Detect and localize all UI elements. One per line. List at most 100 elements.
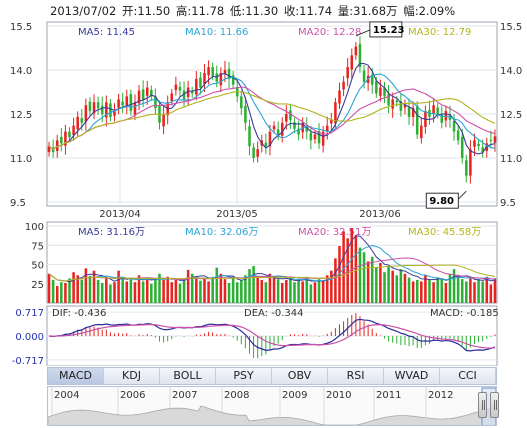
volume-bar — [264, 282, 268, 303]
candle-body — [276, 129, 280, 135]
price-x-tick: 2013/04 — [99, 209, 141, 220]
volume-bar — [227, 282, 231, 303]
tab-rsi[interactable]: RSI — [328, 368, 384, 384]
candle-body — [47, 146, 51, 153]
volume-bar — [64, 282, 67, 303]
candle-body — [301, 122, 304, 133]
volume-bar — [473, 282, 476, 303]
volume-bar — [460, 279, 464, 303]
candle-body — [133, 102, 137, 115]
volume-bar — [235, 282, 239, 303]
range-navigator[interactable]: 2004 2006 2007 2008 2009 2010 2011 2012 — [47, 386, 497, 426]
range-handle-left[interactable] — [478, 392, 487, 418]
quote-low: 低:11.30 — [229, 4, 279, 18]
candle-body — [436, 107, 439, 114]
quote-date: 2013/07/02 — [50, 4, 117, 18]
candle-body — [477, 143, 480, 147]
volume-bar — [358, 247, 362, 303]
navigator-year-label: 2004 — [54, 390, 79, 401]
candle-body — [68, 131, 71, 138]
volume-bar — [440, 279, 444, 303]
volume-bar — [174, 279, 178, 303]
navigator-year-label: 2011 — [376, 390, 401, 401]
tab-kdj[interactable]: KDJ — [104, 368, 160, 384]
volume-bar — [362, 252, 366, 303]
tab-cci[interactable]: CCI — [440, 368, 496, 384]
candle-body — [280, 122, 284, 136]
volume-bar — [305, 277, 309, 303]
tab-psy[interactable]: PSY — [216, 368, 272, 384]
volume-bar — [403, 273, 407, 303]
volume-bar — [117, 270, 120, 303]
price-y-tick-right: 14.0 — [500, 66, 522, 77]
candle-body — [473, 140, 476, 147]
navigator-history-area — [48, 405, 496, 425]
tab-boll[interactable]: BOLL — [160, 368, 216, 384]
candle-body — [465, 160, 468, 176]
volume-bar — [485, 276, 489, 303]
volume-bar — [141, 281, 145, 303]
quote-close: 收:11.74 — [283, 4, 333, 18]
volume-bar — [407, 277, 411, 303]
volume-bar — [182, 279, 186, 303]
price-legend-item: MA30: 12.79 — [408, 27, 471, 38]
tab-wvad[interactable]: WVAD — [384, 368, 440, 384]
candle-body — [370, 74, 374, 85]
high-annotation-box — [369, 21, 403, 38]
candle-body — [252, 147, 255, 158]
candle-body — [186, 87, 190, 97]
candle-body — [195, 78, 198, 95]
candle-body — [145, 87, 149, 96]
price-y-tick-left: 9.5 — [10, 198, 26, 209]
volume-bar — [334, 258, 337, 303]
macd-y-tick: 0.000 — [15, 332, 44, 343]
volume-bar — [252, 266, 255, 303]
dif-line — [48, 318, 496, 352]
volume-bar — [452, 269, 456, 303]
volume-bar — [276, 279, 280, 303]
candle-body — [150, 89, 153, 97]
volume-legend-item: MA5: 31.16万 — [78, 227, 145, 238]
volume-bar — [379, 262, 382, 303]
moving-average-line-ma30 — [48, 91, 496, 150]
candle-body — [334, 102, 337, 124]
price-y-tick-left: 14.0 — [10, 66, 32, 77]
candle-body — [264, 142, 268, 147]
volume-bar — [268, 273, 272, 303]
dea-line — [49, 323, 495, 349]
volume-bar — [395, 275, 399, 303]
quote-open: 开:11.50 — [121, 4, 171, 18]
tab-obv[interactable]: OBV — [272, 368, 328, 384]
candle-body — [227, 68, 231, 79]
volume-bar — [84, 268, 88, 303]
volume-bar — [105, 276, 108, 303]
volume-bar — [325, 275, 329, 303]
candle-body — [178, 87, 182, 91]
volume-bar — [219, 273, 223, 303]
volume-bar — [190, 273, 194, 303]
volume-bar — [199, 280, 202, 303]
candle-body — [117, 99, 120, 108]
candle-body — [325, 125, 329, 132]
candle-body — [203, 72, 206, 85]
volume-bar — [166, 276, 169, 303]
price-legend-item: MA20: 12.28 — [298, 27, 361, 38]
candle-body — [248, 126, 251, 147]
volume-bar — [51, 279, 55, 303]
volume-bar — [285, 279, 288, 303]
price-x-tick: 2013/05 — [216, 209, 258, 220]
candle-body — [190, 91, 194, 94]
range-handle-right[interactable] — [490, 392, 499, 418]
candle-body — [415, 105, 419, 135]
tab-macd[interactable]: MACD — [48, 368, 104, 384]
candle-body — [481, 147, 484, 153]
volume-bar — [244, 275, 247, 303]
volume-bar — [375, 267, 378, 303]
volume-bar — [424, 275, 427, 303]
candle-body — [289, 110, 292, 120]
volume-bar — [76, 275, 79, 303]
volume-bar — [415, 279, 419, 303]
stock-chart: 15.5 15.5 14.0 14.0 12.5 12.5 11.0 11.0 9.5 9.5 20… — [10, 21, 522, 366]
volume-bar — [301, 281, 304, 303]
candle-body — [141, 89, 145, 100]
